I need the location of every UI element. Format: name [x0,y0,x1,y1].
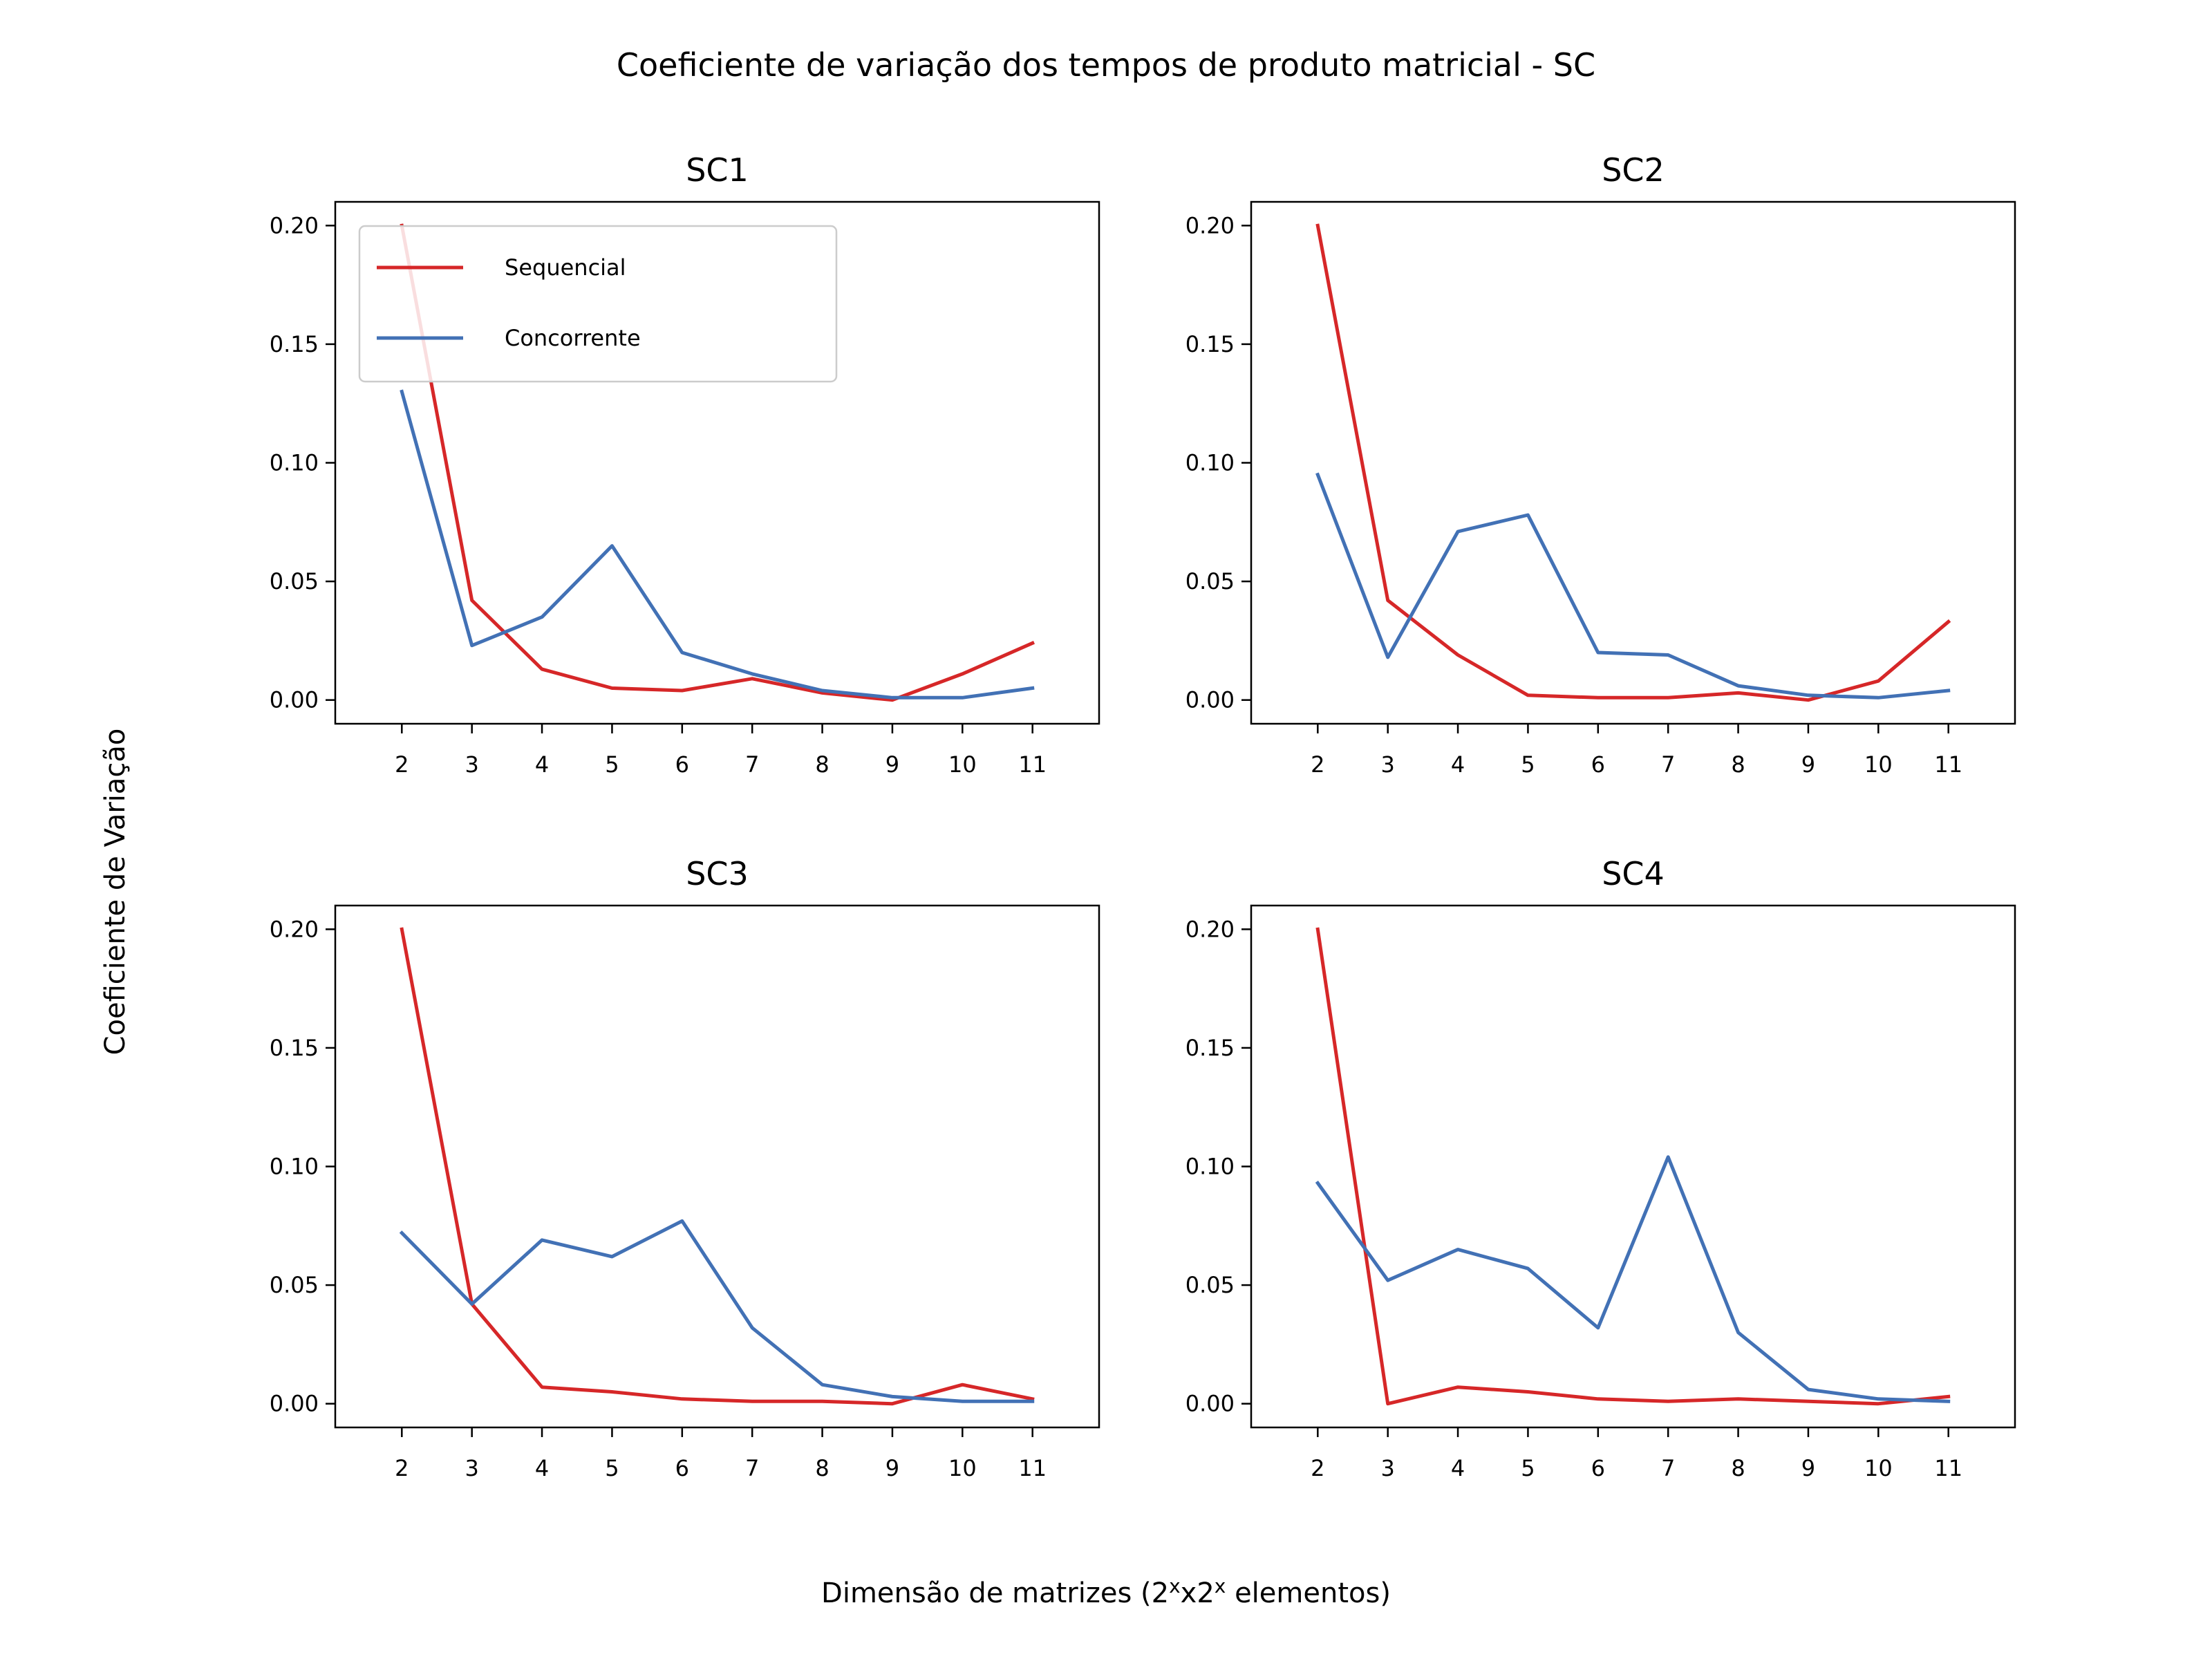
x-tick-label: 11 [1018,1455,1047,1481]
x-axis-label-prefix: Dimensão de matrizes (2 [821,1577,1169,1609]
y-tick-label: 0.10 [270,1154,319,1180]
y-tick-label: 0.00 [1185,687,1235,713]
x-tick-label: 7 [1661,1455,1675,1481]
plot-frame [334,200,1100,725]
subplot-sc4: SC4 0.00 0.05 0.10 0.15 0.20 2 3 4 5 6 7 8 9 10 11 [1185,855,2016,1481]
y-tick-label: 0.20 [1185,916,1235,942]
x-tick-label: 11 [1934,1455,1962,1481]
x-tick-label: 10 [948,751,977,778]
x-tick-label: 4 [1451,751,1465,778]
x-tick-label: 3 [465,751,479,778]
x-tick-label: 10 [948,1455,977,1481]
subplot-title: SC1 [686,151,749,189]
x-tick-label: 2 [395,751,409,778]
x-tick-label: 11 [1018,751,1047,778]
x-tick-label: 7 [1661,751,1675,778]
x-axis-label-superscript-2: x [1215,1575,1226,1597]
series-line-concorrente [1315,472,1951,700]
y-tick-label: 0.15 [270,1035,319,1061]
y-tick-label: 0.05 [270,568,319,594]
subplot-title: SC4 [1602,855,1665,892]
x-tick-label: 2 [395,1455,409,1481]
x-tick-label: 7 [745,1455,759,1481]
subplots: SC1 0.00 0.05 0.10 0.15 0.20 2 3 4 5 6 7 8 9 10 11 Seque… [270,151,2016,1481]
series-line-sequencial [400,927,1035,1406]
subplot-sc2: SC2 0.00 0.05 0.10 0.15 0.20 2 3 4 5 6 7 8 9 10 11 [1185,151,2016,778]
y-tick-label: 0.20 [270,212,319,238]
x-tick-label: 9 [1801,1455,1815,1481]
x-tick-label: 10 [1864,751,1893,778]
subplot-sc3: SC3 0.00 0.05 0.10 0.15 0.20 2 3 4 5 6 7 8 9 10 11 [270,855,1100,1481]
x-tick-label: 8 [815,1455,829,1481]
x-tick-label: 10 [1864,1455,1893,1481]
x-tick-label: 3 [1381,751,1395,778]
x-tick-label: 9 [885,1455,899,1481]
y-tick-label: 0.10 [270,450,319,476]
y-tick-label: 0.10 [1185,1154,1235,1180]
x-tick-label: 6 [675,751,689,778]
x-axis-label-middle: x2 [1181,1577,1215,1609]
series-line-concorrente [1315,1155,1951,1403]
x-tick-label: 6 [1591,1455,1605,1481]
y-tick-label: 0.20 [270,916,319,942]
series-line-sequencial [1315,927,1951,1406]
x-axis-label: Dimensão de matrizes (2xx2x elementos) [821,1575,1391,1609]
x-tick-label: 2 [1311,1455,1324,1481]
y-tick-label: 0.00 [270,1391,319,1417]
legend-label: Concorrente [505,325,641,351]
plot-frame [334,904,1100,1429]
subplot-title: SC2 [1602,151,1665,189]
plot-frame [1250,200,2016,725]
x-tick-label: 5 [605,1455,619,1481]
series-line-concorrente [399,1219,1035,1403]
x-tick-label: 5 [1521,751,1535,778]
legend: Sequencial Concorrente [358,225,838,383]
series-line-concorrente [400,389,1035,700]
x-axis-label-superscript-1: x [1169,1575,1181,1597]
subplot-sc1: SC1 0.00 0.05 0.10 0.15 0.20 2 3 4 5 6 7 8 9 10 11 Seque… [270,151,1100,778]
y-tick-label: 0.00 [270,687,319,713]
y-tick-label: 0.05 [270,1272,319,1298]
x-tick-label: 2 [1311,751,1324,778]
x-tick-label: 5 [605,751,619,778]
x-tick-label: 8 [815,751,829,778]
x-tick-label: 6 [1591,751,1605,778]
series-line-sequencial [400,223,1035,702]
x-tick-label: 4 [535,1455,549,1481]
y-tick-label: 0.05 [1185,1272,1235,1298]
subplot-title: SC3 [686,855,749,892]
x-axis-label-suffix: elementos) [1226,1577,1391,1609]
x-tick-label: 5 [1521,1455,1535,1481]
x-tick-label: 4 [535,751,549,778]
x-tick-label: 6 [675,1455,689,1481]
x-tick-label: 9 [1801,751,1815,778]
y-tick-label: 0.00 [1185,1391,1235,1417]
series-line-sequencial [1315,223,1951,702]
x-tick-label: 8 [1731,1455,1745,1481]
y-tick-label: 0.15 [1185,1035,1235,1061]
y-axis-label: Coeficiente de Variação [100,729,131,1056]
y-tick-label: 0.05 [1185,568,1235,594]
y-tick-label: 0.15 [1185,331,1235,357]
x-tick-label: 8 [1731,751,1745,778]
x-tick-label: 7 [745,751,759,778]
x-tick-label: 3 [465,1455,479,1481]
plot-frame [1250,904,2016,1429]
legend-box [358,225,838,383]
x-tick-label: 11 [1934,751,1962,778]
x-tick-label: 9 [885,751,899,778]
legend-label: Sequencial [505,254,626,281]
x-tick-label: 4 [1451,1455,1465,1481]
x-tick-label: 3 [1381,1455,1395,1481]
y-tick-label: 0.15 [270,331,319,357]
y-tick-label: 0.10 [1185,450,1235,476]
y-tick-label: 0.20 [1185,212,1235,238]
figure-title: Coeficiente de variação dos tempos de pr… [617,46,1595,84]
